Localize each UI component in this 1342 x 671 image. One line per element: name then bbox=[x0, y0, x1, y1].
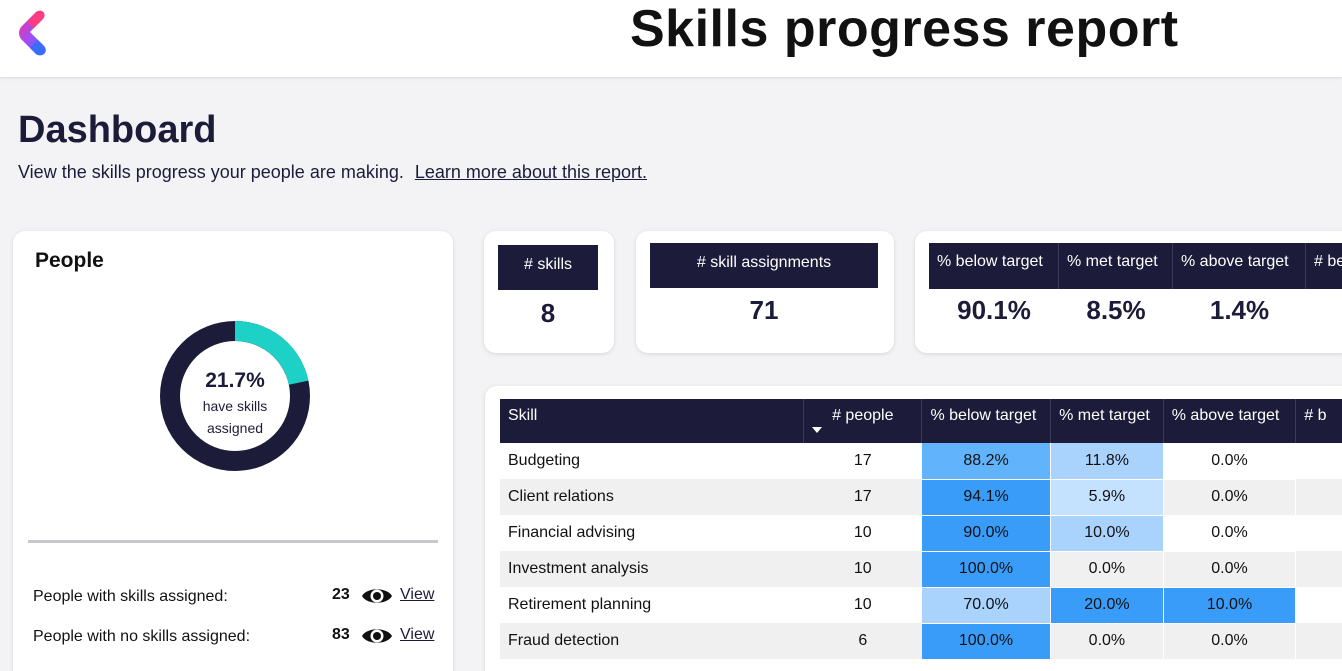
people-without-skills-row: People with no skills assigned: 83 View bbox=[33, 624, 443, 648]
cell-met-target: 10.0% bbox=[1050, 515, 1164, 552]
table-row[interactable]: Investment analysis 10 100.0% 0.0% 0.0% bbox=[500, 551, 1342, 588]
skills-table: Skill # people % below target % met targ… bbox=[500, 399, 1342, 660]
cell-extra bbox=[1296, 515, 1342, 551]
cell-below-target: 90.0% bbox=[921, 515, 1052, 552]
skills-table-card: Skill # people % below target % met targ… bbox=[485, 386, 1342, 671]
donut-percent: 21.7% bbox=[205, 369, 265, 392]
donut-center: 21.7% have skills assigned bbox=[160, 321, 310, 471]
cell-people: 6 bbox=[803, 623, 922, 659]
column-header-extra[interactable]: # b bbox=[1295, 399, 1342, 443]
column-header-met-target[interactable]: % met target bbox=[1050, 399, 1164, 443]
cell-met-target: 5.9% bbox=[1050, 479, 1164, 516]
cell-people: 10 bbox=[853, 596, 872, 613]
summary-extra-header: # be bbox=[1306, 243, 1342, 289]
table-row[interactable]: Budgeting 17 88.2% 11.8% 0.0% bbox=[500, 443, 1342, 480]
people-with-skills-label: People with skills assigned: bbox=[33, 588, 228, 605]
cell-people: 17 bbox=[853, 452, 872, 469]
table-row[interactable]: Fraud detection 6 100.0% 0.0% 0.0% bbox=[500, 623, 1342, 660]
people-with-skills-row: People with skills assigned: 23 View bbox=[33, 584, 443, 608]
cell-above-target: 0.0% bbox=[1163, 479, 1297, 516]
eye-icon[interactable] bbox=[361, 624, 393, 648]
table-row[interactable]: Financial advising 10 90.0% 10.0% 0.0% bbox=[500, 515, 1342, 552]
page-title: Dashboard bbox=[18, 109, 217, 151]
column-header-skill[interactable]: Skill bbox=[500, 399, 805, 443]
cell-below-target: 94.1% bbox=[921, 479, 1052, 516]
people-divider bbox=[28, 540, 438, 543]
brand-logo[interactable] bbox=[16, 8, 56, 58]
cell-met-target: 0.0% bbox=[1050, 623, 1164, 660]
assignments-kpi-value: 71 bbox=[749, 295, 779, 325]
summary-below-target-value: 90.1% bbox=[957, 295, 1031, 325]
cell-people: 17 bbox=[803, 479, 922, 515]
skills-kpi-label: # skills bbox=[498, 245, 598, 290]
people-donut-chart bbox=[160, 321, 310, 471]
view-people-without-skills-link[interactable]: View bbox=[400, 626, 435, 643]
cell-below-target: 88.2% bbox=[921, 443, 1052, 480]
people-without-skills-label: People with no skills assigned: bbox=[33, 628, 251, 645]
page-subtitle: View the skills progress your people are… bbox=[18, 160, 647, 184]
cell-extra bbox=[1295, 479, 1342, 515]
cell-skill: Investment analysis bbox=[500, 551, 804, 587]
cell-extra bbox=[1295, 623, 1342, 659]
assignments-kpi-label: # skill assignments bbox=[650, 243, 878, 288]
cell-people: 10 bbox=[853, 524, 872, 541]
people-with-skills-count: 23 bbox=[332, 586, 350, 603]
cell-skill: Client relations bbox=[500, 479, 804, 515]
assignments-kpi-card: # skill assignments 71 bbox=[636, 231, 894, 353]
cell-met-target: 20.0% bbox=[1050, 587, 1164, 624]
summary-below-target-header: % below target bbox=[929, 243, 1059, 289]
people-card: People 21.7% have skills assigned People… bbox=[13, 231, 453, 671]
skills-kpi-value: 8 bbox=[540, 298, 556, 328]
summary-met-target-value: 8.5% bbox=[1086, 295, 1146, 325]
column-header-above-target[interactable]: % above target bbox=[1163, 399, 1297, 443]
cell-skill: Financial advising bbox=[508, 524, 636, 541]
cell-extra bbox=[1296, 443, 1342, 479]
cell-above-target: 10.0% bbox=[1163, 587, 1297, 624]
cell-below-target: 100.0% bbox=[921, 623, 1052, 660]
view-people-with-skills-link[interactable]: View bbox=[400, 586, 435, 603]
cell-skill: Budgeting bbox=[508, 452, 581, 469]
donut-filled-arc bbox=[160, 321, 310, 471]
people-card-title: People bbox=[35, 249, 104, 272]
learn-more-link[interactable]: Learn more about this report. bbox=[414, 162, 648, 182]
cell-met-target: 0.0% bbox=[1050, 551, 1164, 588]
report-title: Skills progress report bbox=[630, 0, 1179, 58]
column-header-people-label: # people bbox=[832, 407, 894, 424]
cell-people: 10 bbox=[803, 551, 922, 587]
table-header-row: Skill # people % below target % met targ… bbox=[500, 399, 1342, 443]
cell-extra bbox=[1295, 551, 1342, 587]
subtitle-text: View the skills progress your people are… bbox=[18, 162, 404, 182]
cell-above-target: 0.0% bbox=[1163, 443, 1297, 480]
table-row[interactable]: Client relations 17 94.1% 5.9% 0.0% bbox=[500, 479, 1342, 516]
summary-above-target-value: 1.4% bbox=[1209, 295, 1270, 325]
app-header: Skills progress report bbox=[0, 0, 1342, 78]
cell-below-target: 100.0% bbox=[921, 551, 1052, 588]
people-without-skills-count: 83 bbox=[332, 626, 350, 643]
summary-above-target-header: % above target bbox=[1173, 243, 1306, 289]
column-header-below-target[interactable]: % below target bbox=[921, 399, 1052, 443]
cell-above-target: 0.0% bbox=[1163, 551, 1297, 588]
eye-icon[interactable] bbox=[361, 584, 393, 608]
sort-down-icon[interactable] bbox=[812, 427, 823, 433]
column-header-people[interactable]: # people bbox=[803, 399, 923, 443]
summary-met-target-header: % met target bbox=[1059, 243, 1173, 289]
cell-above-target: 0.0% bbox=[1163, 623, 1297, 660]
cell-skill: Retirement planning bbox=[508, 596, 652, 613]
donut-label: have skills assigned bbox=[202, 398, 268, 436]
cell-skill: Fraud detection bbox=[500, 623, 804, 659]
cell-above-target: 0.0% bbox=[1163, 515, 1297, 552]
cell-extra bbox=[1296, 587, 1342, 623]
cell-below-target: 70.0% bbox=[921, 587, 1052, 624]
table-row[interactable]: Retirement planning 10 70.0% 20.0% 10.0% bbox=[500, 587, 1342, 624]
skills-kpi-card: # skills 8 bbox=[484, 231, 614, 353]
cell-met-target: 11.8% bbox=[1050, 443, 1164, 480]
target-summary-card: % below target % met target % above targ… bbox=[915, 231, 1342, 353]
